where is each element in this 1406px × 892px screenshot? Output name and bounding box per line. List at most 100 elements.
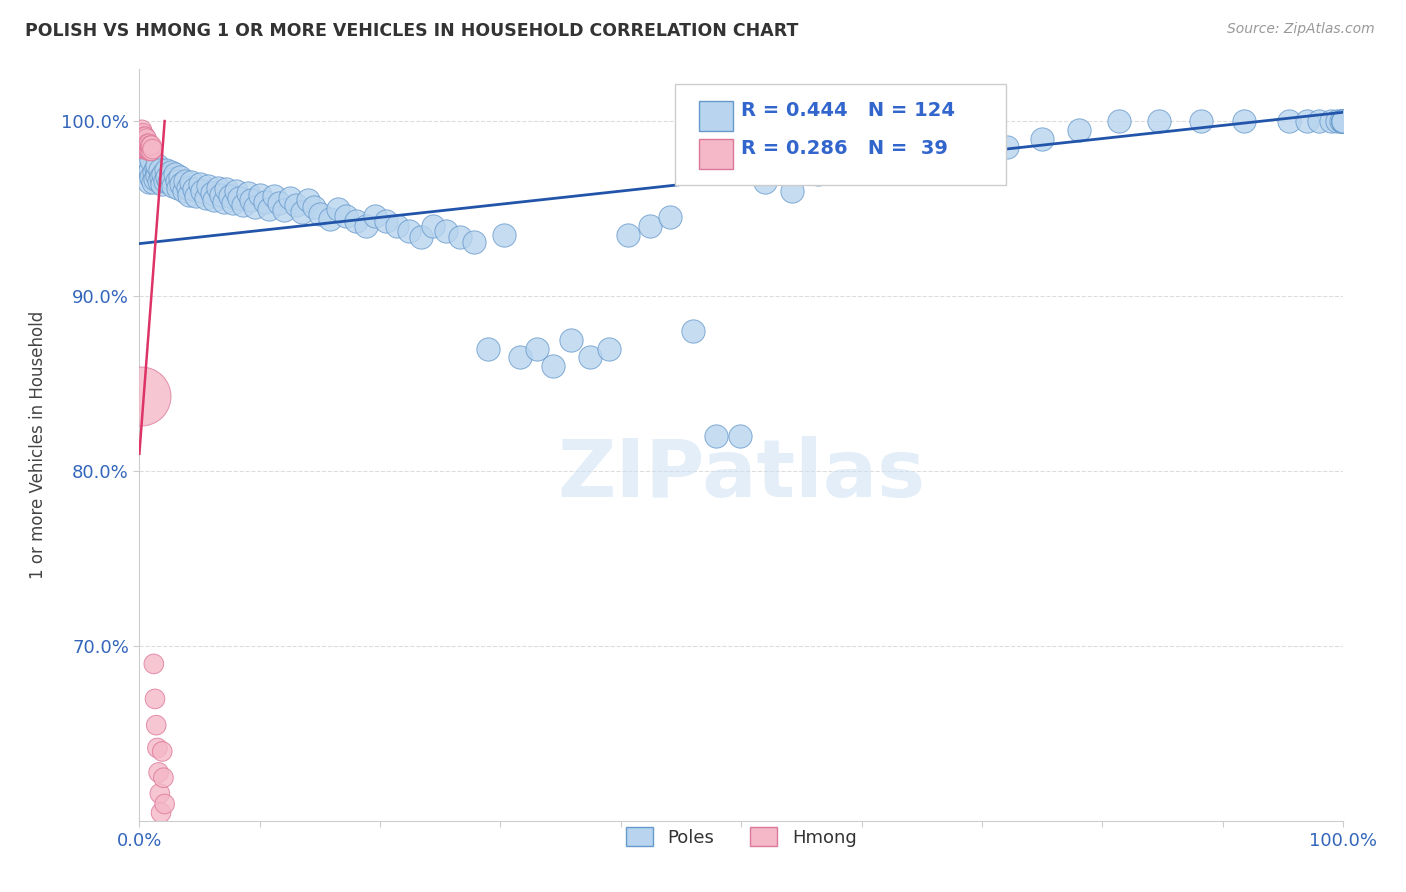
- Point: [560, 333, 582, 347]
- Point: [477, 342, 499, 356]
- Point: [398, 224, 420, 238]
- Point: [1331, 114, 1354, 128]
- Point: [141, 170, 163, 185]
- Point: [165, 167, 187, 181]
- Point: [240, 193, 263, 207]
- Text: Source: ZipAtlas.com: Source: ZipAtlas.com: [1227, 22, 1375, 37]
- Point: [267, 196, 290, 211]
- Point: [141, 153, 163, 167]
- Point: [896, 140, 918, 154]
- Point: [960, 149, 983, 163]
- Point: [138, 175, 160, 189]
- Point: [291, 205, 314, 219]
- Point: [132, 142, 155, 156]
- Point: [183, 182, 205, 196]
- Bar: [699, 101, 733, 131]
- Point: [150, 744, 173, 758]
- Point: [1278, 114, 1301, 128]
- Point: [780, 184, 803, 198]
- Point: [598, 342, 620, 356]
- Point: [139, 138, 162, 153]
- Point: [131, 123, 153, 137]
- Point: [142, 165, 165, 179]
- Point: [134, 140, 156, 154]
- Point: [284, 198, 307, 212]
- Point: [136, 142, 159, 156]
- Point: [243, 200, 266, 214]
- Point: [134, 129, 156, 144]
- Point: [134, 129, 156, 144]
- Point: [492, 227, 515, 242]
- Point: [184, 189, 207, 203]
- Point: [212, 194, 235, 209]
- Point: [578, 351, 600, 365]
- Point: [835, 158, 858, 172]
- Point: [162, 178, 184, 193]
- Point: [617, 227, 640, 242]
- Point: [159, 175, 181, 189]
- Point: [136, 167, 159, 181]
- Point: [135, 131, 157, 145]
- Point: [409, 229, 432, 244]
- Point: [354, 219, 377, 233]
- Point: [543, 359, 565, 374]
- Point: [148, 765, 170, 780]
- Point: [131, 131, 153, 145]
- Point: [169, 170, 191, 185]
- Point: [132, 126, 155, 140]
- Point: [141, 144, 163, 158]
- Point: [1331, 114, 1354, 128]
- Point: [153, 173, 176, 187]
- Point: [150, 805, 173, 820]
- Point: [1308, 114, 1330, 128]
- Point: [225, 184, 247, 198]
- Point: [139, 144, 162, 158]
- Point: [865, 149, 887, 163]
- Point: [385, 219, 408, 233]
- Point: [259, 202, 281, 216]
- Point: [1069, 123, 1091, 137]
- Point: [149, 163, 172, 178]
- Point: [160, 171, 183, 186]
- Text: POLISH VS HMONG 1 OR MORE VEHICLES IN HOUSEHOLD CORRELATION CHART: POLISH VS HMONG 1 OR MORE VEHICLES IN HO…: [25, 22, 799, 40]
- Point: [659, 211, 682, 225]
- Point: [1331, 114, 1354, 128]
- Point: [202, 193, 225, 207]
- Point: [1147, 114, 1170, 128]
- Point: [132, 138, 155, 153]
- Point: [297, 193, 319, 207]
- Point: [146, 169, 169, 183]
- Point: [1331, 114, 1354, 128]
- Point: [728, 429, 751, 443]
- Point: [129, 389, 152, 403]
- Point: [273, 203, 295, 218]
- Point: [995, 140, 1018, 154]
- Point: [278, 191, 301, 205]
- Point: [146, 158, 169, 172]
- Point: [375, 214, 398, 228]
- Point: [138, 136, 160, 151]
- Text: ZIPatlas: ZIPatlas: [557, 436, 925, 514]
- Point: [463, 235, 485, 249]
- Point: [177, 187, 200, 202]
- Point: [526, 342, 548, 356]
- Point: [150, 170, 173, 185]
- Point: [1233, 114, 1256, 128]
- Point: [1331, 114, 1354, 128]
- Point: [145, 161, 167, 176]
- Point: [1331, 114, 1354, 128]
- Point: [135, 136, 157, 151]
- Bar: [699, 138, 733, 169]
- Point: [191, 184, 214, 198]
- Point: [509, 351, 531, 365]
- Point: [197, 178, 219, 193]
- Point: [136, 136, 159, 151]
- Point: [253, 194, 276, 209]
- Point: [263, 189, 285, 203]
- Point: [153, 797, 176, 811]
- Point: [236, 186, 259, 200]
- Point: [141, 138, 163, 153]
- Point: [207, 180, 229, 194]
- Point: [326, 202, 349, 216]
- Point: [682, 324, 704, 338]
